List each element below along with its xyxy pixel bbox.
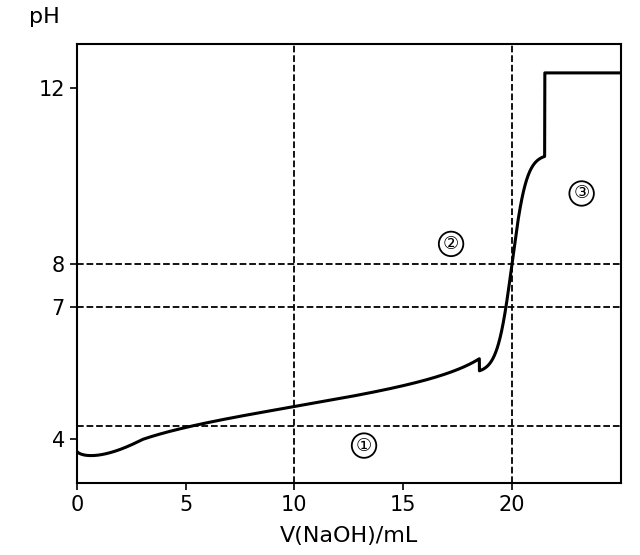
Y-axis label: pH: pH <box>29 7 60 27</box>
Text: ②: ② <box>443 235 459 253</box>
Text: ③: ③ <box>573 184 589 203</box>
Text: ①: ① <box>356 437 372 455</box>
X-axis label: V(NaOH)/mL: V(NaOH)/mL <box>280 526 418 546</box>
